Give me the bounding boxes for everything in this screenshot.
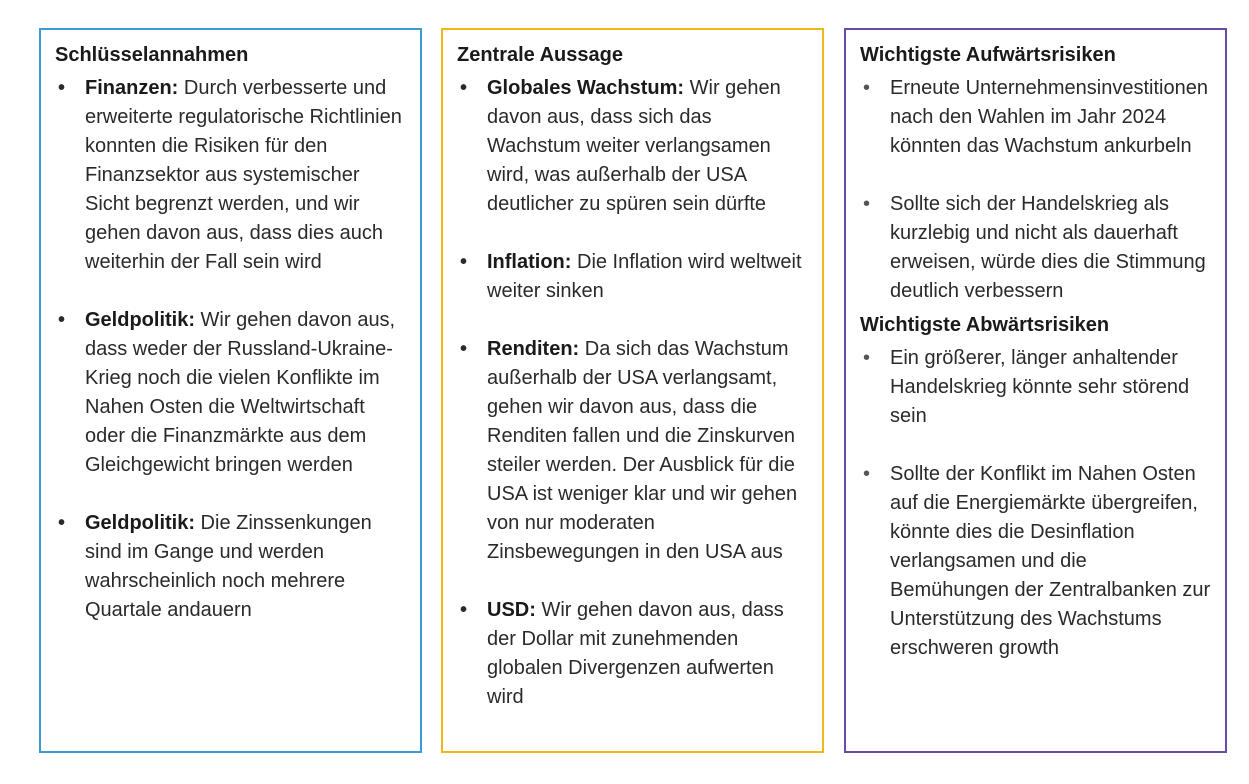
item-text: Sollte der Konflikt im Nahen Osten auf d… [890, 463, 1211, 659]
item-text: Sollte sich der Handelskrieg als kurzleb… [890, 193, 1206, 302]
item-term: USD: [487, 599, 536, 621]
item-text: Durch verbesserte und erweiterte regulat… [85, 77, 402, 273]
upside-risks-list: • Erneute Unternehmensinvesti­tionen nach… [860, 74, 1211, 306]
bullet-icon: • [863, 193, 871, 215]
central-statement-title: Zentrale Aussage [457, 44, 623, 66]
list-item: • Erneute Unternehmensinvesti­tionen nach… [860, 74, 1211, 161]
bullet-icon: • [58, 512, 66, 534]
bullet-icon: • [863, 463, 871, 485]
key-assumptions-panel: Schlüsselannahmen • Finanzen: Durch verbe… [39, 28, 422, 753]
bullet-icon: • [58, 77, 66, 99]
item-term: Geldpolitik: [85, 512, 195, 534]
downside-risks-title: Wichtigste Abwärtsrisiken [860, 314, 1110, 336]
list-item: • Sollte sich der Handelskrieg als kurzle… [860, 190, 1211, 306]
list-item: • Inflation: Die Inflation wird weltweit … [457, 248, 808, 306]
list-item: • Globales Wachstum: Wir gehen davon aus,… [457, 74, 808, 219]
item-term: Inflation: [487, 251, 572, 273]
bullet-icon: • [863, 347, 871, 369]
downside-risks-list: • Ein größerer, länger anhaltender Handel… [860, 344, 1211, 663]
item-text: Wir gehen davon aus, dass der Dollar mit… [487, 599, 784, 708]
bullet-icon: • [460, 338, 468, 360]
bullet-icon: • [460, 77, 468, 99]
key-assumptions-list: • Finanzen: Durch verbesserte und erweite… [55, 74, 406, 625]
list-item: • Geldpolitik: Die Zinssenkungen sind im … [55, 509, 406, 625]
list-item: • USD: Wir gehen davon aus, dass der Doll… [457, 596, 808, 712]
list-item: • Sollte der Konflikt im Nahen Osten auf … [860, 460, 1211, 663]
upside-risks-title: Wichtigste Aufwärtsrisiken [860, 44, 1116, 66]
bullet-icon: • [460, 251, 468, 273]
item-term: Renditen: [487, 338, 580, 360]
bullet-icon: • [58, 309, 66, 331]
central-statement-panel: Zentrale Aussage • Globales Wachstum: Wir… [441, 28, 824, 753]
item-text: Wir gehen davon aus, dass sich das Wachs… [487, 77, 781, 215]
central-statement-list: • Globales Wachstum: Wir gehen davon aus,… [457, 74, 808, 712]
risks-panel: Wichtigste Aufwärtsrisiken • Erneute Unte… [844, 28, 1227, 753]
item-text: Ein größerer, länger anhaltender Handels… [890, 347, 1190, 427]
item-text: Die Inflation wird weltweit weiter sinke… [487, 251, 802, 302]
bullet-icon: • [863, 77, 871, 99]
bullet-icon: • [460, 599, 468, 621]
list-item: • Geldpolitik: Wir gehen davon aus, dass … [55, 306, 406, 480]
list-item: • Renditen: Da sich das Wachstum außerhal… [457, 335, 808, 567]
item-text: Wir gehen davon aus, dass weder der Russ… [85, 309, 396, 476]
item-text: Die Zinssenkungen sind im Gange und werd… [85, 512, 372, 621]
list-item: • Finanzen: Durch verbesserte und erweite… [55, 74, 406, 277]
item-term: Geldpolitik: [85, 309, 195, 331]
key-assumptions-title: Schlüsselannahmen [55, 44, 249, 66]
list-item: • Ein größerer, länger anhaltender Handel… [860, 344, 1211, 431]
item-term: Finanzen: [85, 77, 179, 99]
item-text: Erneute Unternehmensinvesti­tionen nach … [890, 77, 1208, 157]
item-text: Da sich das Wachstum außerhalb der USA v… [487, 338, 798, 563]
item-term: Globales Wachstum: [487, 77, 685, 99]
